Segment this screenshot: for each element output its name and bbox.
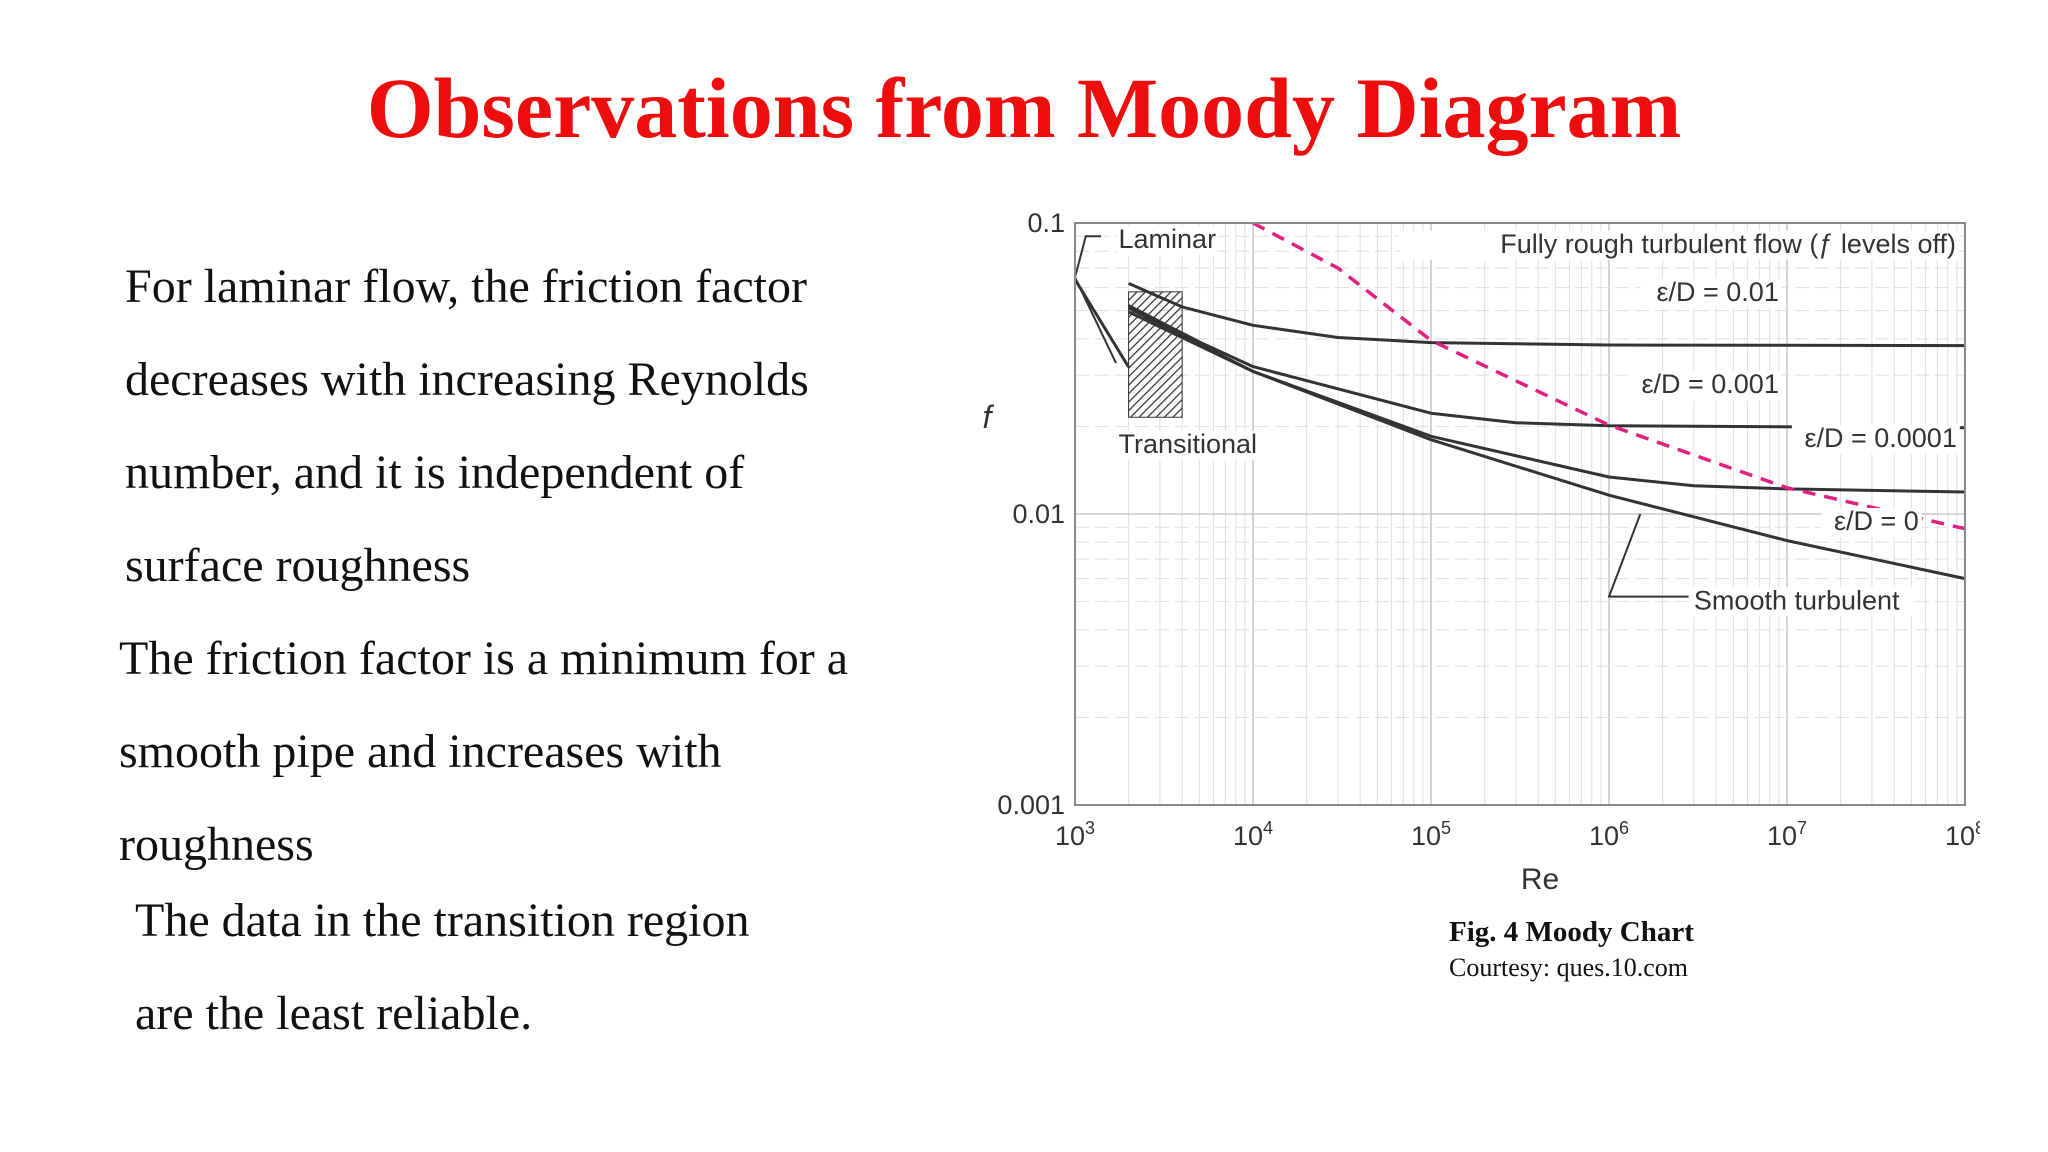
text-line: smooth pipe and increases with — [119, 725, 722, 778]
transitional-label-leader — [1074, 276, 1117, 364]
chart-series — [1073, 221, 1966, 581]
figure-credit: Courtesy: ques.10.com — [1449, 953, 1689, 982]
figure-caption: Fig. 4 Moody Chart — [1449, 916, 1694, 948]
annotation-backdrop — [1791, 424, 1960, 454]
smooth-turbulent-leader — [1607, 513, 1689, 598]
y-tick-label: 0.01 — [1012, 499, 1065, 529]
roughness-observation: The friction factor is a minimum for a s… — [119, 612, 848, 891]
annotation-backdrop — [1821, 508, 1922, 538]
x-tick-label: 103 — [1055, 818, 1095, 851]
text-line: surface roughness — [125, 539, 471, 592]
annotation-label: Laminar — [1119, 224, 1217, 254]
annotation-backdrop — [1627, 371, 1782, 401]
x-tick-label: 107 — [1767, 818, 1807, 851]
annotation-label: ε/D = 0 — [1834, 506, 1919, 536]
text-line: The friction factor is a minimum for a — [119, 632, 849, 685]
y-tick-label: 0.001 — [997, 790, 1065, 820]
text-line: For laminar flow, the friction factor — [125, 260, 807, 313]
series-line-d-0-001 — [1127, 304, 1966, 430]
x-tick-label: 105 — [1411, 818, 1451, 851]
annotation-backdrop — [1117, 225, 1218, 256]
annotation-backdrop — [1690, 587, 1913, 617]
x-axis-label: Re — [1521, 863, 1559, 896]
annotation-label: ε/D = 0.01 — [1656, 277, 1778, 307]
text-line: decreases with increasing Reynolds — [125, 353, 809, 406]
annotation-label: Smooth turbulent — [1694, 585, 1900, 615]
text-line: are the least reliable. — [135, 987, 533, 1040]
slide-title: Observations from Moody Diagram — [366, 60, 1682, 156]
annotation-label: ε/D = 0.0001 — [1804, 423, 1956, 453]
annotation-label: Transitional — [1118, 429, 1257, 459]
moody-chart: Laminar Transitional Fully rough turbulent… — [983, 208, 1980, 896]
laminar-label-leader — [1074, 235, 1101, 278]
label-leaders — [1074, 235, 1689, 598]
series-line-d-0 — [1127, 310, 1966, 581]
series-line-fully-rough-turbulent-flow — [1252, 221, 1966, 531]
y-axis-label: f — [983, 399, 995, 435]
annotation-label: Fully rough turbulent flow (ƒ levels off… — [1500, 229, 1956, 259]
annotation-backdrop — [1399, 230, 1959, 260]
x-tick-label: 108 — [1945, 818, 1980, 851]
laminar-observation: For laminar flow, the friction factor de… — [125, 240, 809, 612]
transition-observation: The data in the transition region are th… — [135, 874, 749, 1060]
text-line: The data in the transition region — [135, 894, 750, 947]
x-tick-label: 106 — [1589, 818, 1629, 851]
text-line: number, and it is independent of — [125, 446, 745, 499]
plot-frame — [1074, 222, 1966, 806]
annotation-backdrop — [1103, 430, 1272, 461]
annotation-backdrop — [1640, 278, 1782, 308]
series-line-d-0-01 — [1127, 282, 1966, 348]
text-line: roughness — [119, 818, 314, 871]
x-tick-label: 104 — [1233, 818, 1273, 851]
annotation-label: ε/D = 0.001 — [1641, 369, 1778, 399]
chart-annotations: Laminar Transitional Fully rough turbulent… — [1103, 224, 1960, 617]
series-line-d-0-0001 — [1127, 306, 1966, 494]
y-tick-label: 0.1 — [1027, 208, 1065, 238]
